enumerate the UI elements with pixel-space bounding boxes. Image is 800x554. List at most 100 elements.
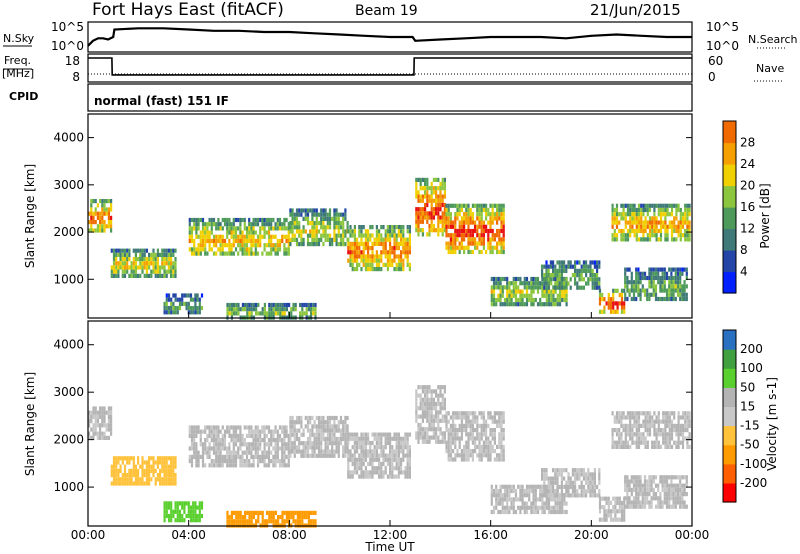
power-cell xyxy=(126,252,129,257)
power-cell xyxy=(300,242,303,247)
velocity-cell xyxy=(333,441,336,446)
power-cell xyxy=(501,276,504,282)
velocity-cell xyxy=(389,470,392,475)
power-cell xyxy=(167,265,170,270)
power-cell xyxy=(512,276,515,282)
velocity-cell xyxy=(603,513,606,518)
velocity-cell xyxy=(254,450,257,455)
velocity-cell xyxy=(172,460,175,465)
velocity-cell xyxy=(278,425,282,430)
velocity-cell xyxy=(512,509,515,515)
velocity-cell xyxy=(650,496,653,501)
velocity-cell xyxy=(661,500,664,505)
velocity-cell xyxy=(128,456,131,461)
velocity-cell xyxy=(96,419,99,424)
power-cell xyxy=(664,216,667,221)
velocity-cell xyxy=(349,432,352,437)
power-cell xyxy=(312,307,315,312)
power-cell xyxy=(458,212,461,217)
power-cell xyxy=(679,271,682,276)
velocity-cell xyxy=(159,468,162,473)
velocity-cell xyxy=(512,497,515,502)
velocity-cell xyxy=(199,429,202,434)
power-cell xyxy=(201,238,205,244)
velocity-cell xyxy=(88,423,91,428)
velocity-cell xyxy=(552,505,555,510)
power-cell xyxy=(613,207,616,213)
velocity-cell xyxy=(651,444,654,449)
velocity-cell xyxy=(311,428,314,433)
power-cell xyxy=(499,281,502,286)
power-cell xyxy=(335,208,338,213)
velocity-cell xyxy=(371,453,374,458)
velocity-cell xyxy=(395,461,398,467)
velocity-cell xyxy=(637,428,641,433)
velocity-cell xyxy=(130,481,133,486)
velocity-cell xyxy=(561,497,564,502)
velocity-cell xyxy=(267,429,271,434)
power-cell xyxy=(150,257,153,262)
power-cell xyxy=(624,220,627,225)
velocity-cell xyxy=(430,418,433,423)
velocity-cell xyxy=(324,424,327,429)
power-cell xyxy=(530,276,533,282)
power-cell xyxy=(681,212,685,217)
power-cell xyxy=(648,280,651,285)
velocity-cell xyxy=(128,460,131,465)
power-cell xyxy=(652,267,655,272)
power-cell xyxy=(181,301,184,306)
power-cell xyxy=(591,260,594,265)
power-cell xyxy=(679,220,682,225)
velocity-cell xyxy=(426,410,429,415)
power-cell xyxy=(663,296,666,302)
power-cell xyxy=(480,212,483,217)
power-cell xyxy=(217,226,220,231)
velocity-cell xyxy=(115,464,118,469)
power-cell xyxy=(565,285,568,290)
velocity-cell xyxy=(165,501,168,506)
velocity-cell xyxy=(360,440,363,446)
velocity-cell xyxy=(421,439,424,444)
velocity-cell xyxy=(556,497,559,502)
velocity-cell xyxy=(632,500,636,505)
power-cell xyxy=(268,302,271,308)
power-cell xyxy=(489,212,492,217)
velocity-cell xyxy=(665,504,669,509)
power-cell xyxy=(326,233,329,238)
power-cell xyxy=(463,216,466,221)
power-cell xyxy=(384,237,387,242)
power-cell xyxy=(637,220,641,225)
velocity-cell xyxy=(322,436,325,442)
power-cell xyxy=(342,237,345,242)
velocity-cell xyxy=(679,440,682,445)
velocity-cell xyxy=(190,442,194,447)
velocity-cell xyxy=(408,449,411,454)
power-cell xyxy=(295,216,299,221)
velocity-cell xyxy=(593,480,596,485)
velocity-cell xyxy=(626,444,630,449)
velocity-cell xyxy=(378,457,381,462)
nave-label: Nave xyxy=(756,62,784,75)
velocity-cell xyxy=(315,445,318,450)
power-cell xyxy=(653,233,656,238)
power-cell xyxy=(208,234,211,239)
power-cell xyxy=(563,297,566,303)
velocity-cell xyxy=(404,432,407,437)
power-cell xyxy=(499,293,502,298)
power-cell xyxy=(189,293,193,298)
velocity-cell xyxy=(654,475,658,480)
power-cell xyxy=(254,217,257,223)
power-cell xyxy=(668,212,671,217)
power-cell xyxy=(367,237,370,242)
velocity-cell xyxy=(637,411,641,416)
velocity-cell xyxy=(428,410,431,415)
power-cell xyxy=(210,217,213,223)
velocity-cell xyxy=(609,500,613,505)
velocity-cell xyxy=(328,424,332,429)
velocity-cell xyxy=(263,425,266,430)
power-cell xyxy=(313,233,316,238)
velocity-cell xyxy=(287,454,290,459)
power-cell xyxy=(389,258,392,263)
power-cell xyxy=(476,203,479,208)
power-cell xyxy=(309,208,312,213)
